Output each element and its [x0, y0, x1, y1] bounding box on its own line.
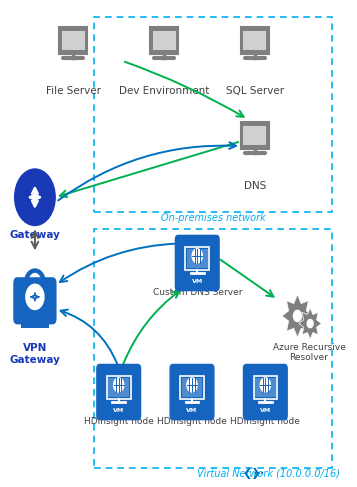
Polygon shape — [282, 295, 313, 337]
FancyBboxPatch shape — [255, 378, 276, 397]
Text: Azure Recursive
Resolver: Azure Recursive Resolver — [272, 343, 346, 362]
Polygon shape — [299, 308, 321, 339]
Text: VM: VM — [192, 280, 203, 284]
Circle shape — [114, 378, 124, 392]
FancyBboxPatch shape — [182, 378, 202, 397]
Text: DNS: DNS — [244, 181, 266, 191]
FancyBboxPatch shape — [62, 31, 85, 50]
FancyBboxPatch shape — [243, 31, 266, 50]
Circle shape — [26, 284, 44, 310]
FancyBboxPatch shape — [187, 249, 208, 268]
Text: ⋯: ⋯ — [253, 467, 262, 477]
Circle shape — [187, 378, 197, 392]
Text: SQL Server: SQL Server — [226, 86, 284, 96]
FancyBboxPatch shape — [152, 31, 176, 50]
Bar — [94, 17, 332, 212]
Text: ❮❯: ❮❯ — [242, 468, 261, 480]
Circle shape — [293, 310, 301, 321]
Text: HDInsight node: HDInsight node — [230, 417, 300, 426]
Text: Dev Environment: Dev Environment — [119, 86, 209, 96]
FancyBboxPatch shape — [59, 27, 87, 54]
Text: Virtual Network (10.0.0.0/16): Virtual Network (10.0.0.0/16) — [197, 468, 340, 479]
FancyBboxPatch shape — [21, 324, 49, 328]
FancyBboxPatch shape — [150, 27, 178, 54]
Text: HDInsight node: HDInsight node — [157, 417, 227, 426]
FancyBboxPatch shape — [13, 277, 56, 324]
FancyBboxPatch shape — [96, 364, 141, 420]
FancyBboxPatch shape — [170, 364, 215, 420]
Text: File Server: File Server — [46, 86, 101, 96]
FancyBboxPatch shape — [175, 235, 220, 291]
Text: VM: VM — [113, 409, 124, 413]
Circle shape — [15, 169, 55, 225]
FancyBboxPatch shape — [108, 378, 129, 397]
Bar — [94, 229, 332, 468]
Text: HDInsight node: HDInsight node — [84, 417, 154, 426]
Circle shape — [192, 249, 202, 263]
Text: On-premises network: On-premises network — [161, 213, 265, 224]
Circle shape — [307, 319, 313, 328]
Text: VPN
Gateway: VPN Gateway — [10, 343, 60, 365]
Text: Custom DNS Server: Custom DNS Server — [152, 288, 242, 297]
FancyBboxPatch shape — [243, 126, 266, 145]
Text: VM: VM — [260, 409, 271, 413]
FancyBboxPatch shape — [243, 364, 288, 420]
Circle shape — [260, 378, 270, 392]
FancyBboxPatch shape — [241, 122, 269, 149]
Text: Gateway: Gateway — [10, 230, 60, 241]
FancyBboxPatch shape — [241, 27, 269, 54]
Text: VM: VM — [186, 409, 198, 413]
